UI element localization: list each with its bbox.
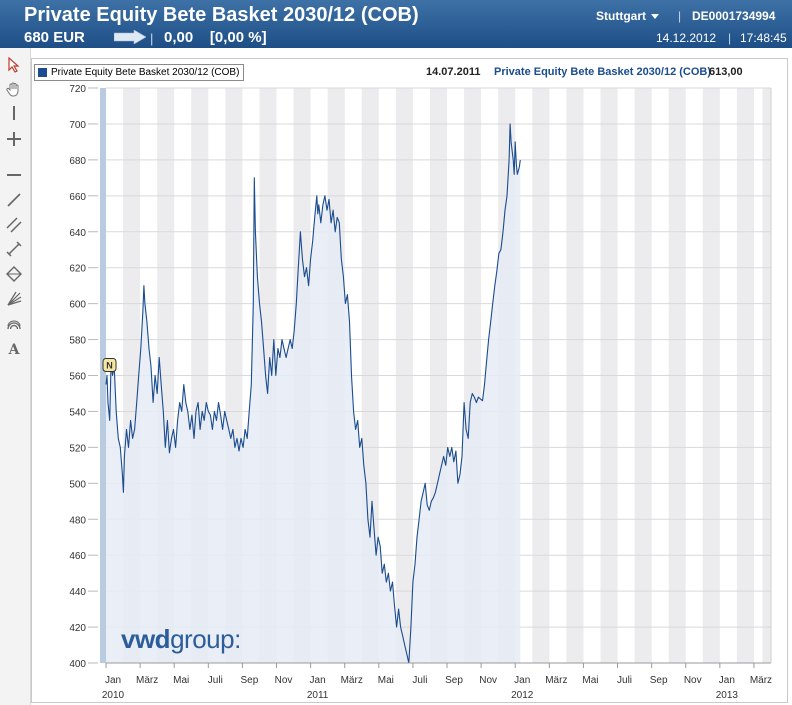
x-year-label: 2013	[716, 690, 739, 701]
y-tick-label: 580	[69, 336, 86, 347]
x-tick-label: Juli	[412, 675, 427, 686]
x-tick-label: Sep	[445, 675, 463, 686]
y-tick-label: 700	[69, 120, 86, 131]
x-year-label: 2012	[511, 690, 534, 701]
change-percent: [0,00 %]	[209, 29, 267, 46]
logo-part-2: group:	[170, 624, 241, 654]
y-tick-label: 540	[69, 407, 86, 418]
crosshair-date: 14.07.2011	[426, 66, 481, 78]
crosshair-tool-icon[interactable]	[5, 130, 23, 148]
arc-tool-icon[interactable]	[5, 316, 23, 334]
isin-code: DE0001734994	[692, 9, 776, 23]
horizontal-line-tool-icon[interactable]	[5, 166, 23, 184]
segment-tool-icon[interactable]	[5, 240, 23, 258]
x-tick-label: März	[341, 675, 363, 686]
instrument-title: Private Equity Bete Basket 2030/12 (COB)	[24, 4, 419, 26]
y-tick-label: 640	[69, 228, 86, 239]
crosshair-series-name: Private Equity Bete Basket 2030/12 (COB)	[494, 66, 712, 78]
y-tick-label: 560	[69, 372, 86, 383]
x-tick-label: Mai	[378, 675, 394, 686]
x-tick-label: Nov	[684, 675, 702, 686]
x-tick-label: März	[545, 675, 567, 686]
y-tick-label: 400	[69, 659, 86, 670]
x-tick-label: März	[136, 675, 158, 686]
x-tick-label: Nov	[275, 675, 293, 686]
text-tool-icon[interactable]: A	[8, 342, 20, 358]
x-tick-label: Jan	[105, 675, 121, 686]
header-separator: |	[150, 31, 154, 46]
x-tick-label: Juli	[617, 675, 632, 686]
y-tick-label: 460	[69, 551, 86, 562]
logo-part-1: vwd	[121, 624, 171, 654]
exchange-dropdown[interactable]: Stuttgart	[596, 9, 659, 23]
y-tick-label: 520	[69, 443, 86, 454]
y-tick-label: 620	[69, 264, 86, 275]
price-change: 0,00 [0,00 %]	[164, 29, 267, 46]
x-tick-label: Jan	[310, 675, 326, 686]
y-tick-label: 720	[69, 84, 86, 95]
change-absolute: 0,00	[164, 29, 194, 46]
crosshair-value: 613,00	[709, 66, 743, 78]
quote-date: 14.12.2012	[656, 31, 717, 45]
x-tick-label: Mai	[582, 675, 598, 686]
y-tick-label: 480	[69, 515, 86, 526]
x-year-label: 2010	[102, 690, 125, 701]
chart-legend[interactable]: Private Equity Bete Basket 2030/12 (COB)	[34, 64, 245, 81]
quote-time: 17:48:45	[740, 31, 787, 45]
y-tick-label: 500	[69, 479, 86, 490]
y-tick-label: 600	[69, 300, 86, 311]
x-tick-label: März	[750, 675, 772, 686]
series-area	[106, 123, 521, 663]
header-separator: |	[728, 31, 732, 45]
header-separator: |	[678, 9, 682, 23]
vwd-group-logo: vwdgroup:	[121, 624, 241, 655]
x-tick-label: Nov	[479, 675, 497, 686]
x-tick-label: Jan	[514, 675, 530, 686]
fan-tool-icon[interactable]	[5, 290, 23, 308]
quote-header: Private Equity Bete Basket 2030/12 (COB)…	[0, 0, 792, 48]
news-marker-label: N	[106, 360, 113, 370]
x-tick-label: Sep	[241, 675, 259, 686]
rectangle-tool-icon[interactable]	[5, 265, 23, 283]
vertical-line-tool-icon[interactable]	[5, 104, 23, 122]
last-price: 680 EUR	[24, 29, 85, 46]
x-tick-label: Jan	[719, 675, 735, 686]
legend-label: Private Equity Bete Basket 2030/12 (COB)	[51, 67, 240, 78]
series-line	[105, 123, 521, 664]
y-tick-label: 680	[69, 156, 86, 167]
parallel-lines-tool-icon[interactable]	[5, 216, 23, 234]
pointer-tool-icon[interactable]	[5, 56, 23, 74]
axis-strip	[100, 88, 106, 663]
y-tick-label: 420	[69, 623, 86, 634]
y-tick-label: 660	[69, 192, 86, 203]
legend-swatch	[38, 68, 47, 77]
y-tick-label: 440	[69, 587, 86, 598]
trend-arrow-icon	[114, 30, 146, 44]
news-marker	[102, 357, 117, 372]
trend-line-tool-icon[interactable]	[5, 191, 23, 209]
drawing-toolbar: A	[0, 48, 31, 705]
hand-tool-icon[interactable]	[5, 80, 23, 98]
exchange-label: Stuttgart	[596, 9, 646, 23]
x-tick-label: Sep	[650, 675, 668, 686]
x-tick-label: Juli	[208, 675, 223, 686]
chevron-down-icon	[651, 14, 659, 20]
x-year-label: 2011	[307, 690, 329, 701]
x-tick-label: Mai	[173, 675, 189, 686]
